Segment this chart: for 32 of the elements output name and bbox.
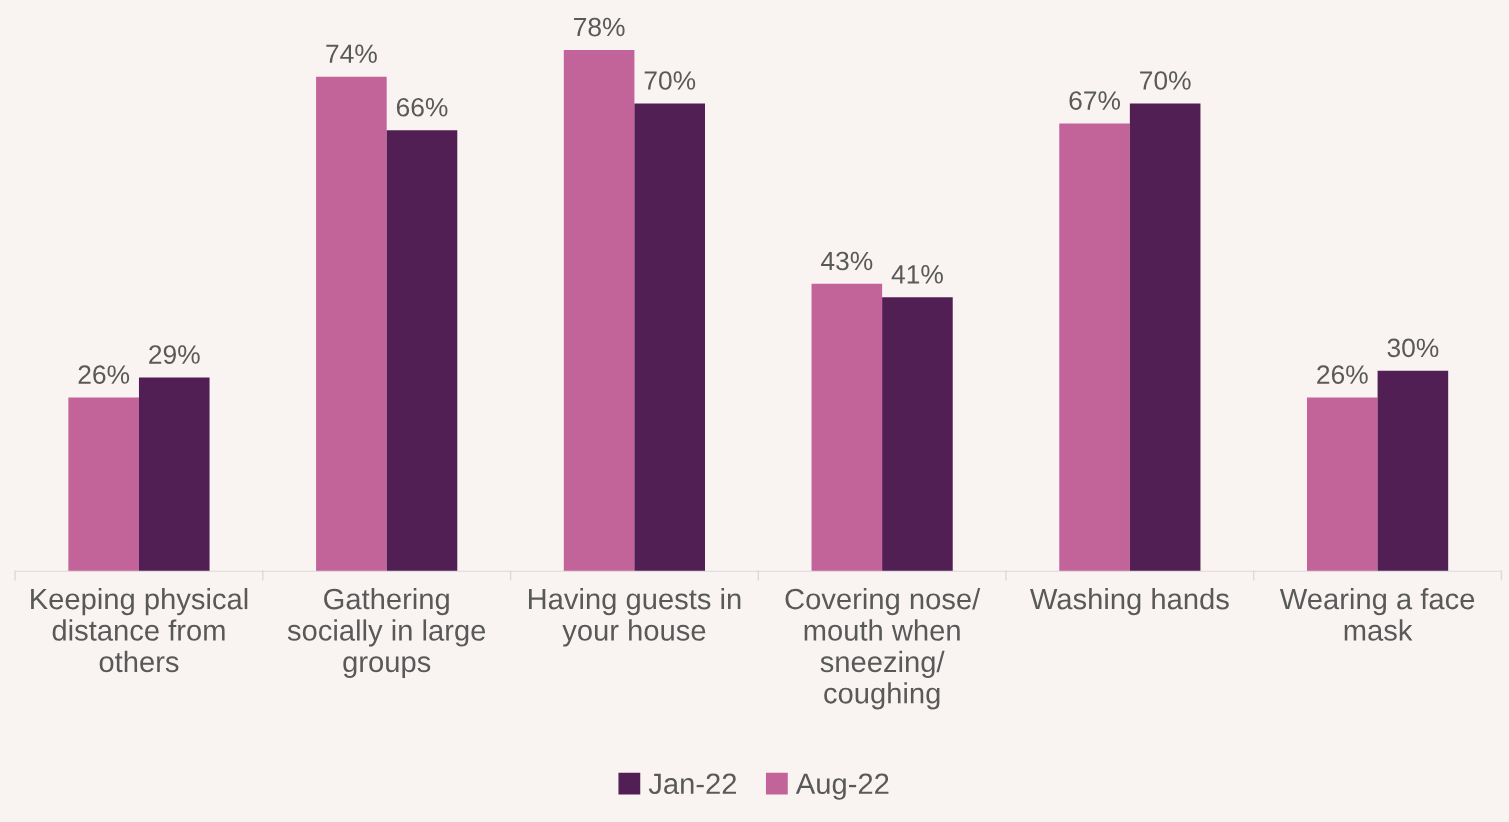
data-label: 78% bbox=[574, 17, 625, 37]
x-tick-label: Wearing a face mask bbox=[1279, 587, 1475, 641]
x-tick-label: Washing hands bbox=[1030, 587, 1229, 616]
data-label: 67% bbox=[1069, 91, 1121, 110]
x-tick-label: Gathering socially in large groups bbox=[287, 587, 486, 678]
data-label: 70% bbox=[644, 71, 696, 90]
data-label: 74% bbox=[326, 44, 377, 64]
data-label: 41% bbox=[891, 265, 943, 284]
bar bbox=[811, 283, 883, 572]
bar bbox=[68, 397, 139, 572]
data-label: 29% bbox=[149, 345, 200, 364]
legend-label: Aug-22 bbox=[795, 773, 889, 800]
data-label: 70% bbox=[1140, 71, 1191, 90]
data-label: 26% bbox=[1317, 365, 1368, 384]
x-tick-label: Covering nose/ mouth when sneezing/ coughing bbox=[785, 587, 981, 710]
bar bbox=[316, 76, 387, 572]
x-tick-label: Keeping physical distance from others bbox=[31, 587, 248, 673]
bar bbox=[882, 297, 953, 572]
data-label: 43% bbox=[821, 251, 873, 271]
data-label: 30% bbox=[1387, 338, 1439, 358]
bar bbox=[634, 103, 706, 572]
legend-label: Jan-22 bbox=[648, 773, 737, 795]
data-label: 66% bbox=[396, 97, 448, 117]
bar bbox=[1377, 370, 1449, 572]
data-label: 26% bbox=[78, 365, 130, 384]
bar bbox=[1306, 397, 1378, 572]
bar bbox=[138, 377, 210, 572]
bar bbox=[386, 130, 458, 572]
x-tick-label: Having guests in your house bbox=[528, 587, 741, 647]
bar bbox=[1059, 123, 1130, 572]
bar bbox=[1129, 103, 1201, 572]
bar bbox=[563, 49, 635, 572]
